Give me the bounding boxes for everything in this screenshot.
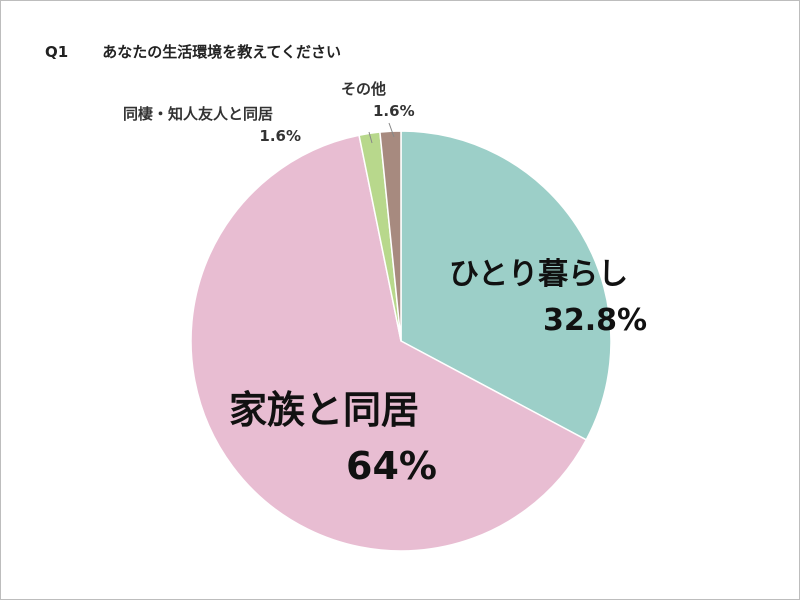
- slice-value-other: 1.6%: [373, 102, 415, 120]
- slice-label-other: その他: [341, 80, 386, 98]
- slice-value-family: 64%: [346, 444, 437, 488]
- slice-label-alone: ひとり暮らし: [449, 257, 628, 292]
- slice-alone: [400, 130, 612, 441]
- question-text: あなたの生活環境を教えてください: [102, 43, 342, 61]
- slice-other: [379, 130, 402, 342]
- leader-line-other: [388, 122, 395, 138]
- question-number: Q1: [45, 43, 69, 61]
- chart-title: Q1 あなたの生活環境を教えてください: [45, 41, 341, 62]
- slice-label-family: 家族と同居: [229, 388, 419, 432]
- slice-value-cohabit: 1.6%: [259, 127, 301, 145]
- leader-line-cohabit: [368, 131, 373, 144]
- slice-family: [190, 134, 588, 552]
- slice-value-alone: 32.8%: [543, 303, 647, 338]
- slice-label-cohabit: 同棲・知人友人と同居: [123, 105, 273, 123]
